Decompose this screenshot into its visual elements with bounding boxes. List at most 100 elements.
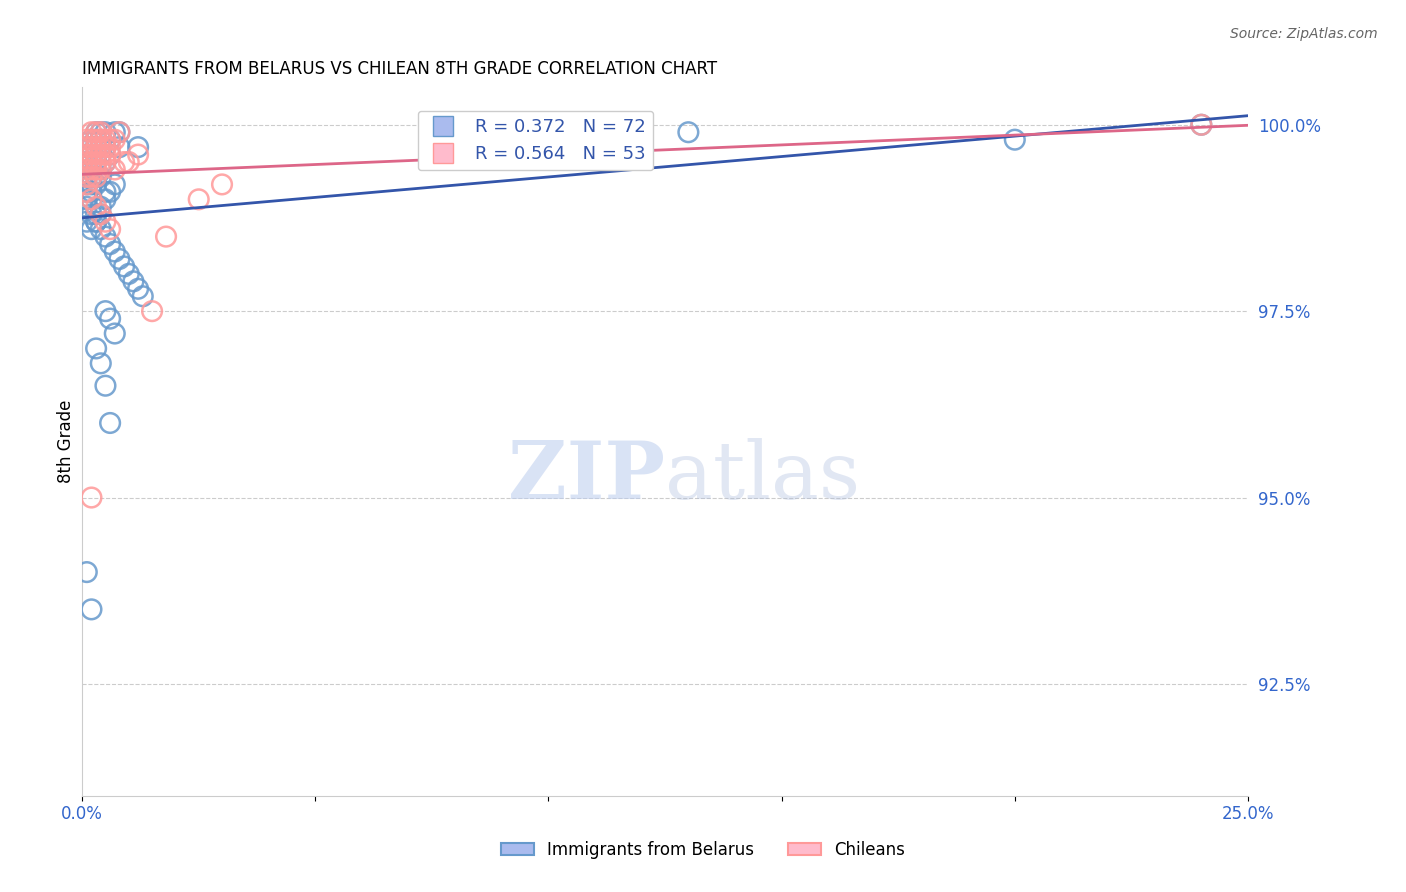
Point [84, 125, 107, 139]
Point [80, 162, 103, 177]
Point [84, 178, 107, 192]
Point [122, 274, 145, 288]
Point [84, 215, 107, 229]
Text: Source: ZipAtlas.com: Source: ZipAtlas.com [1230, 27, 1378, 41]
Point [108, 125, 131, 139]
Point [187, 192, 209, 206]
Point [90, 140, 112, 154]
Point [80, 207, 103, 221]
Point [90, 125, 112, 139]
Point [98, 140, 121, 154]
Point [90, 207, 112, 221]
Point [80, 491, 103, 505]
Point [84, 342, 107, 356]
Point [104, 244, 127, 259]
Point [76, 200, 98, 214]
Point [1189, 118, 1212, 132]
Point [104, 125, 127, 139]
Point [112, 155, 135, 169]
Point [80, 133, 103, 147]
Point [76, 215, 98, 229]
Point [678, 125, 700, 139]
Point [98, 147, 121, 161]
Point [80, 162, 103, 177]
Point [211, 178, 233, 192]
Point [80, 155, 103, 169]
Point [76, 147, 98, 161]
Point [90, 222, 112, 236]
Point [94, 229, 117, 244]
Point [132, 289, 155, 303]
Point [80, 178, 103, 192]
Point [90, 200, 112, 214]
Point [98, 185, 121, 199]
Point [90, 147, 112, 161]
Point [94, 192, 117, 206]
Point [76, 192, 98, 206]
Point [104, 133, 127, 147]
Point [80, 147, 103, 161]
Point [90, 356, 112, 370]
Point [80, 162, 103, 177]
Point [84, 125, 107, 139]
Point [1004, 133, 1026, 147]
Point [141, 304, 163, 318]
Text: IMMIGRANTS FROM BELARUS VS CHILEAN 8TH GRADE CORRELATION CHART: IMMIGRANTS FROM BELARUS VS CHILEAN 8TH G… [82, 60, 717, 78]
Point [76, 147, 98, 161]
Point [104, 162, 127, 177]
Point [90, 169, 112, 184]
Point [80, 602, 103, 616]
Point [94, 185, 117, 199]
Point [84, 169, 107, 184]
Point [84, 155, 107, 169]
Point [94, 215, 117, 229]
Point [84, 207, 107, 221]
Text: atlas: atlas [665, 438, 860, 516]
Point [84, 133, 107, 147]
Point [76, 162, 98, 177]
Point [90, 155, 112, 169]
Point [76, 133, 98, 147]
Point [127, 282, 149, 296]
Point [94, 378, 117, 392]
Point [94, 304, 117, 318]
Legend: R = 0.372   N = 72, R = 0.564   N = 53: R = 0.372 N = 72, R = 0.564 N = 53 [418, 111, 654, 170]
Point [80, 192, 103, 206]
Point [76, 155, 98, 169]
Point [76, 155, 98, 169]
Point [98, 311, 121, 326]
Point [94, 155, 117, 169]
Point [84, 133, 107, 147]
Point [94, 140, 117, 154]
Point [76, 185, 98, 199]
Point [94, 147, 117, 161]
Point [94, 125, 117, 139]
Point [76, 169, 98, 184]
Point [76, 178, 98, 192]
Point [94, 155, 117, 169]
Point [80, 125, 103, 139]
Point [80, 185, 103, 199]
Point [84, 155, 107, 169]
Point [155, 229, 177, 244]
Point [90, 133, 112, 147]
Legend: Immigrants from Belarus, Chileans: Immigrants from Belarus, Chileans [494, 835, 912, 866]
Point [108, 140, 131, 154]
Point [90, 125, 112, 139]
Point [94, 133, 117, 147]
Point [84, 147, 107, 161]
Point [84, 155, 107, 169]
Point [84, 140, 107, 154]
Point [80, 147, 103, 161]
Point [84, 215, 107, 229]
Point [112, 260, 135, 274]
Point [80, 169, 103, 184]
Point [90, 147, 112, 161]
Point [127, 140, 149, 154]
Point [94, 140, 117, 154]
Point [98, 133, 121, 147]
Point [80, 222, 103, 236]
Text: ZIP: ZIP [508, 438, 665, 516]
Point [98, 147, 121, 161]
Point [90, 133, 112, 147]
